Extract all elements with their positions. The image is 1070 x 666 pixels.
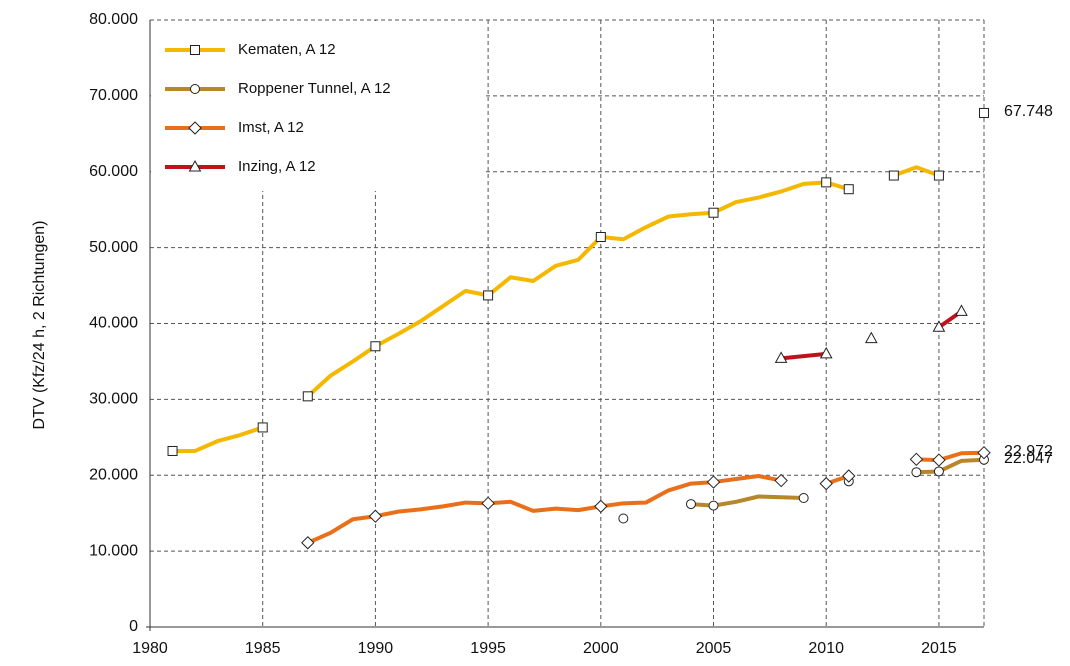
y-tick-label: 0 bbox=[129, 618, 138, 635]
value-label: 22.047 bbox=[1004, 450, 1053, 467]
legend-label: Imst, A 12 bbox=[238, 119, 304, 136]
legend-marker bbox=[190, 84, 200, 94]
marker bbox=[933, 466, 944, 477]
marker bbox=[302, 391, 313, 402]
legend-marker bbox=[190, 45, 200, 55]
marker bbox=[864, 331, 878, 344]
marker bbox=[932, 320, 946, 332]
legend-label: Kematen, A 12 bbox=[238, 41, 336, 58]
marker bbox=[483, 290, 494, 301]
marker bbox=[257, 422, 268, 433]
x-tick-label: 1980 bbox=[132, 640, 168, 657]
marker bbox=[370, 341, 381, 352]
marker bbox=[819, 346, 833, 359]
x-tick-label: 2015 bbox=[921, 640, 957, 657]
marker bbox=[481, 496, 495, 511]
x-tick-label: 2000 bbox=[583, 640, 619, 657]
y-tick-label: 80.000 bbox=[89, 11, 138, 28]
y-tick-label: 50.000 bbox=[89, 239, 138, 256]
marker bbox=[708, 207, 719, 218]
legend-marker bbox=[188, 121, 202, 135]
marker bbox=[594, 499, 608, 514]
marker bbox=[909, 452, 924, 467]
marker bbox=[843, 184, 854, 195]
marker bbox=[706, 475, 721, 489]
marker bbox=[979, 107, 989, 118]
legend-label: Roppener Tunnel, A 12 bbox=[238, 80, 391, 97]
marker bbox=[708, 500, 719, 511]
y-tick-label: 20.000 bbox=[89, 466, 138, 483]
marker bbox=[618, 513, 629, 524]
marker bbox=[798, 493, 809, 504]
marker bbox=[819, 476, 833, 491]
marker bbox=[301, 536, 315, 550]
marker bbox=[955, 304, 968, 316]
marker bbox=[595, 232, 606, 243]
marker bbox=[842, 469, 856, 483]
y-tick-label: 10.000 bbox=[89, 542, 138, 559]
x-tick-label: 2005 bbox=[696, 640, 732, 657]
marker bbox=[911, 467, 922, 478]
marker bbox=[774, 351, 788, 363]
x-tick-label: 1985 bbox=[245, 640, 281, 657]
marker bbox=[167, 445, 178, 456]
legend-label: Inzing, A 12 bbox=[238, 158, 316, 175]
marker bbox=[977, 445, 991, 460]
marker bbox=[774, 473, 788, 488]
marker bbox=[368, 509, 383, 523]
x-tick-label: 1990 bbox=[358, 640, 394, 657]
y-axis-label: DTV (Kfz/24 h, 2 Richtungen) bbox=[31, 221, 48, 430]
marker bbox=[685, 499, 696, 510]
marker bbox=[932, 453, 946, 467]
x-tick-label: 1995 bbox=[470, 640, 506, 657]
series-line bbox=[306, 450, 985, 545]
y-tick-label: 40.000 bbox=[89, 315, 138, 332]
y-tick-label: 30.000 bbox=[89, 391, 138, 408]
value-label: 67.748 bbox=[1004, 103, 1053, 120]
legend-marker bbox=[188, 159, 202, 172]
value-label: 22.972 bbox=[1004, 443, 1053, 460]
marker bbox=[888, 170, 899, 181]
marker bbox=[821, 177, 832, 188]
y-tick-label: 60.000 bbox=[89, 163, 138, 180]
y-tick-label: 70.000 bbox=[89, 87, 138, 104]
x-tick-label: 2010 bbox=[808, 640, 844, 657]
marker bbox=[933, 170, 944, 181]
